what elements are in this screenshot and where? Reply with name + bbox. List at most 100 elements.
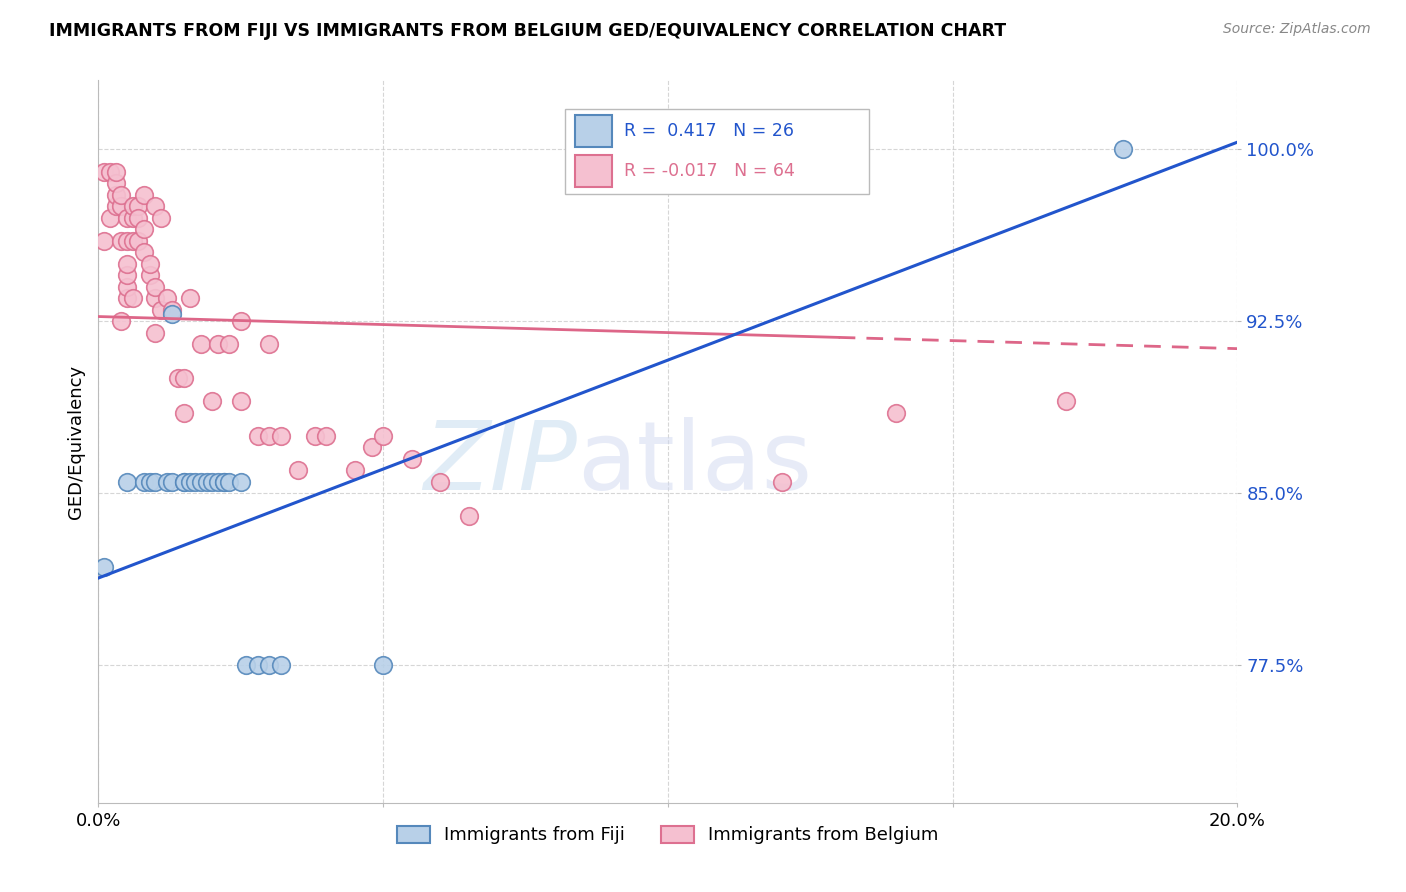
Point [162, 475, 184, 489]
Point [132, 475, 155, 489]
Point [259, 658, 281, 673]
Point [162, 307, 184, 321]
Point [179, 291, 201, 305]
Point [115, 279, 138, 293]
Point [190, 475, 212, 489]
Point [229, 394, 252, 409]
Point [145, 291, 167, 305]
Point [156, 291, 179, 305]
Point [184, 475, 207, 489]
Text: R =  0.417   N = 26: R = 0.417 N = 26 [624, 122, 794, 140]
Point [110, 234, 132, 248]
Point [121, 234, 143, 248]
Point [315, 429, 337, 443]
Point [246, 429, 269, 443]
Point [235, 658, 257, 673]
Point [218, 475, 240, 489]
Point [373, 658, 395, 673]
Point [104, 199, 127, 213]
Point [115, 475, 138, 489]
Point [121, 199, 143, 213]
Point [150, 302, 173, 317]
Point [93, 234, 115, 248]
Point [104, 165, 127, 179]
Point [138, 268, 160, 283]
Point [207, 337, 229, 351]
Point [115, 257, 138, 271]
Point [127, 211, 149, 225]
Point [132, 188, 155, 202]
Point [145, 279, 167, 293]
Point [270, 658, 292, 673]
Point [195, 475, 218, 489]
Point [162, 302, 184, 317]
Point [207, 475, 229, 489]
Point [145, 199, 167, 213]
Point [212, 475, 235, 489]
Point [127, 234, 149, 248]
Point [132, 222, 155, 236]
Point [401, 451, 423, 466]
Point [179, 475, 201, 489]
FancyBboxPatch shape [565, 109, 869, 194]
Point [115, 268, 138, 283]
Point [115, 234, 138, 248]
Point [884, 406, 907, 420]
Point [127, 199, 149, 213]
Point [457, 509, 479, 524]
Point [212, 475, 235, 489]
Point [1112, 142, 1135, 156]
Point [173, 475, 195, 489]
Point [115, 211, 138, 225]
Point [373, 429, 395, 443]
Point [173, 475, 195, 489]
Point [287, 463, 309, 477]
Point [190, 337, 212, 351]
Text: R = -0.017   N = 64: R = -0.017 N = 64 [624, 162, 796, 180]
Bar [575, 115, 612, 147]
Point [138, 475, 160, 489]
Point [104, 177, 127, 191]
Point [770, 475, 793, 489]
Point [98, 211, 121, 225]
Point [218, 337, 240, 351]
Point [121, 211, 143, 225]
Point [270, 429, 292, 443]
Point [145, 475, 167, 489]
Point [167, 371, 190, 385]
Point [360, 440, 382, 454]
Legend: Immigrants from Fiji, Immigrants from Belgium: Immigrants from Fiji, Immigrants from Be… [389, 818, 946, 852]
Point [304, 429, 326, 443]
Text: atlas: atlas [576, 417, 811, 509]
Point [156, 475, 179, 489]
Point [138, 257, 160, 271]
Text: Source: ZipAtlas.com: Source: ZipAtlas.com [1223, 22, 1371, 37]
Point [98, 165, 121, 179]
Point [229, 314, 252, 328]
Bar [575, 155, 612, 187]
Point [150, 211, 173, 225]
Point [110, 188, 132, 202]
Point [201, 475, 224, 489]
Point [429, 475, 451, 489]
Text: IMMIGRANTS FROM FIJI VS IMMIGRANTS FROM BELGIUM GED/EQUIVALENCY CORRELATION CHAR: IMMIGRANTS FROM FIJI VS IMMIGRANTS FROM … [49, 22, 1007, 40]
Point [110, 199, 132, 213]
Point [121, 291, 143, 305]
Point [115, 291, 138, 305]
Y-axis label: GED/Equivalency: GED/Equivalency [66, 365, 84, 518]
Point [145, 326, 167, 340]
Point [173, 371, 195, 385]
Text: ZIP: ZIP [423, 417, 576, 509]
Point [93, 165, 115, 179]
Point [343, 463, 366, 477]
Point [173, 406, 195, 420]
Point [246, 658, 269, 673]
Point [132, 245, 155, 260]
Point [1056, 394, 1078, 409]
Point [93, 559, 115, 574]
Point [201, 394, 224, 409]
Point [259, 337, 281, 351]
Point [259, 429, 281, 443]
Point [104, 188, 127, 202]
Point [110, 314, 132, 328]
